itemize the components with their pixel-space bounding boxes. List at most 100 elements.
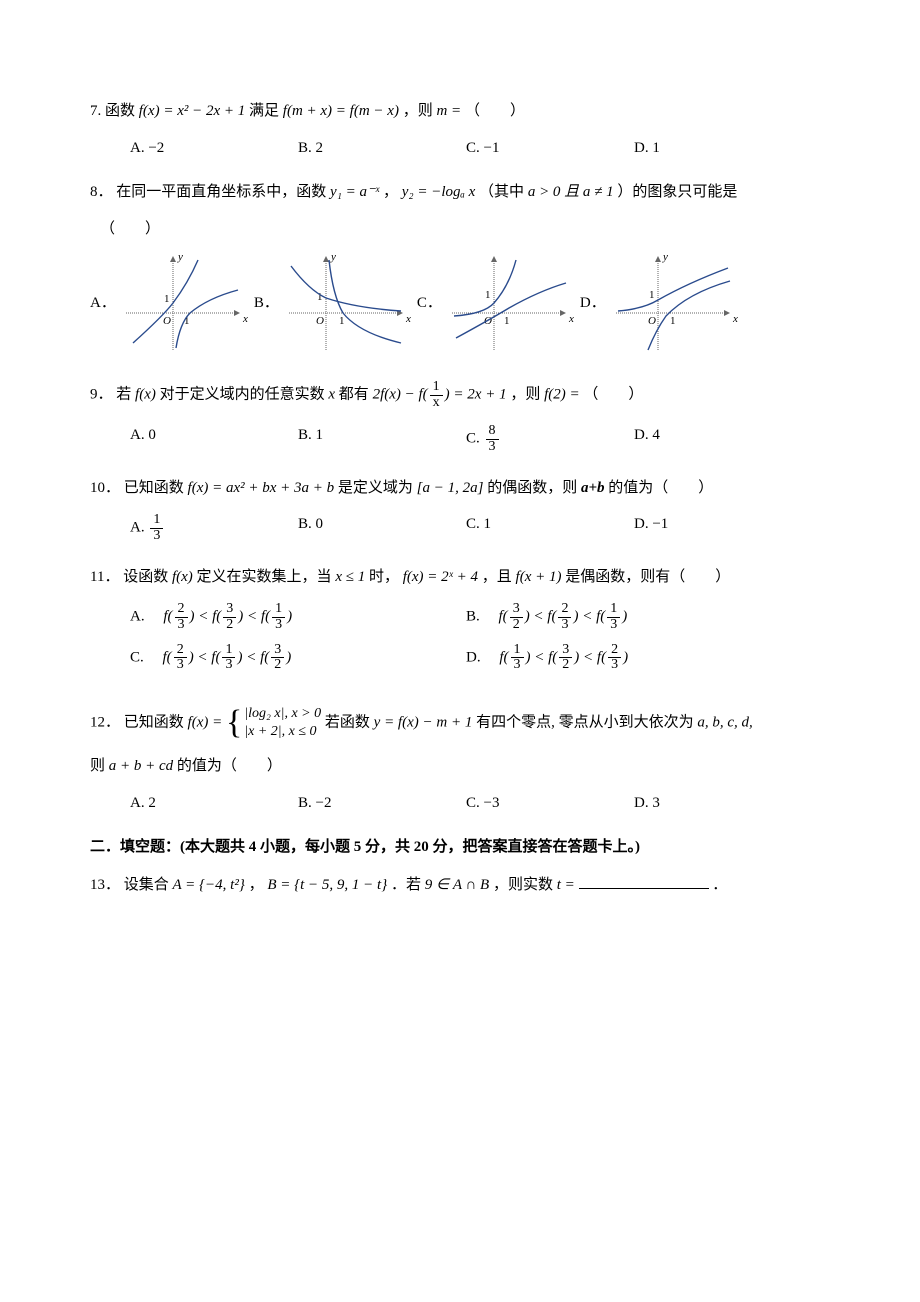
q12-options: A. 2 B. −2 C. −3 D. 3 bbox=[90, 792, 830, 815]
frac-den: 3 bbox=[608, 658, 621, 673]
frac-num: 2 bbox=[175, 602, 188, 618]
lt: ) < f( bbox=[189, 649, 221, 665]
q11-d-f2: 32 bbox=[559, 643, 572, 673]
q10-ab: a+b bbox=[581, 480, 605, 496]
frac-den: 3 bbox=[607, 618, 620, 633]
q12-pre: 已知函数 bbox=[124, 715, 188, 731]
q12-l2post: 的值为（ ） bbox=[177, 758, 282, 774]
q8-paren: （ ） bbox=[100, 218, 830, 241]
frac-den: 2 bbox=[510, 618, 523, 633]
cp: ) bbox=[622, 609, 627, 625]
q13-comma: ， bbox=[249, 877, 264, 893]
frac-num: 8 bbox=[486, 424, 499, 440]
q13-num: 13． bbox=[90, 877, 120, 893]
q13-cond: 9 ∈ A ∩ B bbox=[425, 877, 489, 893]
q11-options: A. f(23) < f(32) < f(13) B. f(32) < f(23… bbox=[90, 602, 830, 683]
q10-opt-c: C. 1 bbox=[466, 513, 634, 543]
frac-den: 3 bbox=[222, 658, 235, 673]
q11-mid3: ，且 bbox=[482, 569, 516, 585]
q11-c-f2: 13 bbox=[222, 643, 235, 673]
q7-text: 7. 函数 f(x) = x² − 2x + 1 满足 f(m + x) = f… bbox=[90, 100, 830, 123]
svg-text:1: 1 bbox=[670, 315, 676, 327]
q9-mid1: 对于定义域内的任意实数 bbox=[160, 387, 329, 403]
svg-text:O: O bbox=[316, 315, 324, 327]
q9-num: 9． bbox=[90, 387, 113, 403]
question-8: 8． 在同一平面直角坐标系中，函数 y₁ = a⁻ˣ ， y₂ = −logₐ … bbox=[90, 181, 830, 358]
q11-a-label: A. bbox=[130, 609, 160, 625]
q7-num: 7. bbox=[90, 103, 101, 119]
svg-text:O: O bbox=[163, 315, 171, 327]
frac-num: 3 bbox=[223, 602, 236, 618]
q13-pre: 设集合 bbox=[124, 877, 173, 893]
q7-opt-d: D. 1 bbox=[634, 137, 802, 160]
q11-d-label: D. bbox=[466, 649, 496, 665]
q10-fn: f(x) = ax² + bx + 3a + b bbox=[188, 480, 335, 496]
q10-a-frac: 13 bbox=[150, 513, 163, 543]
q8-graph-c: C． x O 1 1 bbox=[417, 248, 574, 358]
brace-icon: { bbox=[226, 706, 242, 740]
q12-line2: 则 a + b + cd 的值为（ ） bbox=[90, 755, 830, 778]
q13-t: t = bbox=[557, 877, 579, 893]
q11-b-f3: 13 bbox=[607, 602, 620, 632]
q8-graph-b: B． x y O 1 1 bbox=[254, 248, 411, 358]
svg-text:x: x bbox=[568, 313, 574, 325]
svg-text:x: x bbox=[405, 313, 411, 325]
q11-pre: 设函数 bbox=[123, 569, 172, 585]
q11-b-f2: 23 bbox=[558, 602, 571, 632]
f-label: f( bbox=[499, 649, 508, 665]
q7-ask: m = bbox=[436, 103, 464, 119]
q8-post: ）的图象只可能是 bbox=[617, 184, 737, 200]
svg-text:1: 1 bbox=[649, 289, 655, 301]
question-9: 9． 若 f(x) 对于定义域内的任意实数 x 都有 2f(x) − f(1x)… bbox=[90, 380, 830, 455]
q11-opt-d: D. f(13) < f(32) < f(23) bbox=[466, 643, 802, 673]
q11-mid1: 定义在实数集上，当 bbox=[197, 569, 336, 585]
cp: ) bbox=[286, 649, 291, 665]
q8-label-a: A． bbox=[90, 292, 116, 315]
q12-piecewise: { |log₂ x|, x > 0 |x + 2|, x ≤ 0 bbox=[226, 705, 321, 741]
q10-dom: [a − 1, 2a] bbox=[417, 480, 484, 496]
q9-options: A. 0 B. 1 C. 83 D. 4 bbox=[90, 424, 830, 454]
lt: ) < f( bbox=[525, 609, 557, 625]
graph-a-svg: x y O 1 1 bbox=[118, 248, 248, 358]
q10-num: 10． bbox=[90, 480, 120, 496]
svg-text:O: O bbox=[648, 315, 656, 327]
svg-text:y: y bbox=[330, 251, 336, 263]
q9-frac1: 1x bbox=[430, 380, 443, 410]
graph-c-svg: x O 1 1 bbox=[444, 248, 574, 358]
q10-text: 10． 已知函数 f(x) = ax² + bx + 3a + b 是定义域为 … bbox=[90, 477, 830, 500]
q12-mid2: 有四个零点, 零点从小到大依次为 bbox=[476, 715, 697, 731]
frac-num: 1 bbox=[222, 643, 235, 659]
frac-num: 2 bbox=[174, 643, 187, 659]
q9-pre: 若 bbox=[116, 387, 135, 403]
q7-opt-b: B. 2 bbox=[298, 137, 466, 160]
q9-ask: f(2) = bbox=[544, 387, 583, 403]
q10-opt-b: B. 0 bbox=[298, 513, 466, 543]
cp: ) bbox=[623, 649, 628, 665]
q12-l2pre: 则 bbox=[90, 758, 109, 774]
q7-mid1: 满足 bbox=[249, 103, 283, 119]
q13-period: ． bbox=[712, 877, 727, 893]
q12-opt-a: A. 2 bbox=[130, 792, 298, 815]
frac-den: 2 bbox=[271, 658, 284, 673]
q12-yfn: y = f(x) − m + 1 bbox=[374, 715, 473, 731]
q11-a-f1: 23 bbox=[175, 602, 188, 632]
graph-d-svg: x y O 1 1 bbox=[608, 248, 738, 358]
q11-opt-a: A. f(23) < f(32) < f(13) bbox=[130, 602, 466, 632]
q8-pre: 在同一平面直角坐标系中，函数 bbox=[116, 184, 330, 200]
frac-num: 3 bbox=[510, 602, 523, 618]
q10-a-pre: A. bbox=[130, 520, 148, 536]
lt2: ) < f( bbox=[237, 649, 269, 665]
frac-den: 3 bbox=[511, 658, 524, 673]
q11-c-f3: 32 bbox=[271, 643, 284, 673]
frac-num: 2 bbox=[558, 602, 571, 618]
q8-graphs: A． x y O 1 1 B． x bbox=[90, 248, 830, 358]
q11-cond1: x ≤ 1 bbox=[335, 569, 365, 585]
question-11: 11． 设函数 f(x) 定义在实数集上，当 x ≤ 1 时， f(x) = 2… bbox=[90, 566, 830, 683]
svg-text:1: 1 bbox=[164, 293, 170, 305]
q13-mid1: ．若 bbox=[391, 877, 425, 893]
q8-y2: y₂ = −logₐ x bbox=[402, 184, 476, 200]
q8-y1: y₁ = a⁻ˣ bbox=[330, 184, 379, 200]
svg-text:x: x bbox=[732, 313, 738, 325]
f-label: f( bbox=[163, 649, 172, 665]
q10-opt-a: A. 13 bbox=[130, 513, 298, 543]
